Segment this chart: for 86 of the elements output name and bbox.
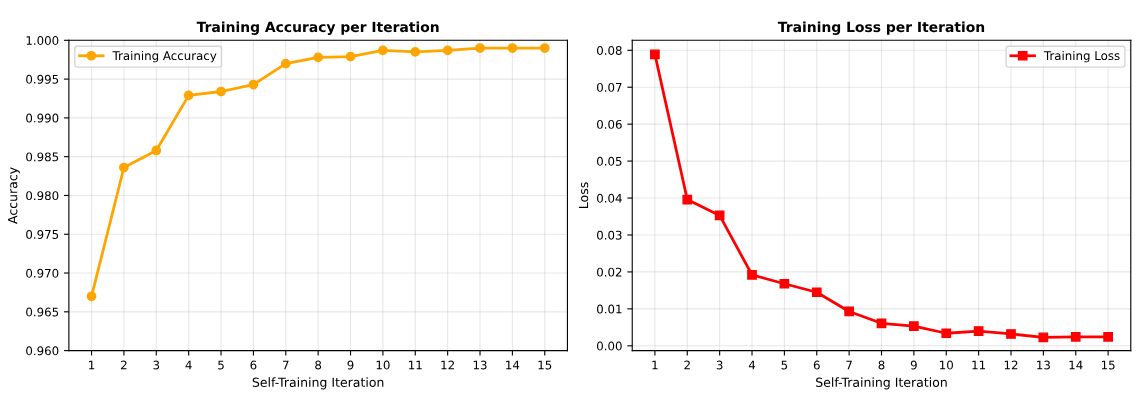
x-tick-label: 5 xyxy=(781,360,788,370)
x-tick-label: 8 xyxy=(878,360,885,370)
legend-label: Training Loss xyxy=(1043,50,1120,63)
point xyxy=(811,287,822,298)
x-tick-label: 14 xyxy=(506,360,520,370)
x-tick-label: 8 xyxy=(315,360,322,370)
point xyxy=(1103,332,1113,342)
y-tick-label: 0.970 xyxy=(26,268,59,278)
point xyxy=(747,270,757,280)
point xyxy=(151,145,162,156)
x-tick-label: 7 xyxy=(282,360,289,370)
x-tick-label: 3 xyxy=(153,360,160,370)
y-axis-title: Accuracy xyxy=(8,167,20,224)
x-tick-label: 10 xyxy=(376,360,390,370)
x-tick-label: 2 xyxy=(684,360,690,370)
y-tick-label: 0.00 xyxy=(597,341,622,351)
x-tick-label: 15 xyxy=(1101,360,1115,370)
x-tick-label: 15 xyxy=(538,360,552,370)
y-tick-label: 0.03 xyxy=(597,230,622,240)
point xyxy=(442,45,453,56)
x-tick-label: 11 xyxy=(409,360,422,370)
point xyxy=(248,79,259,90)
y-tick-label: 0.985 xyxy=(26,152,59,162)
y-tick-label: 1.000 xyxy=(26,36,59,45)
x-tick-label: 9 xyxy=(910,360,917,370)
y-tick-label: 0.06 xyxy=(597,119,622,129)
point xyxy=(183,90,194,101)
point xyxy=(779,278,790,289)
point xyxy=(280,58,291,69)
point xyxy=(216,86,226,97)
x-tick-label: 9 xyxy=(347,360,354,370)
x-tick-label: 12 xyxy=(1004,360,1018,370)
x-tick-label: 1 xyxy=(89,360,95,370)
x-axis-title: Self-Training Iteration xyxy=(252,377,384,390)
point xyxy=(475,43,485,53)
legend-label: Training Accuracy xyxy=(112,50,217,63)
point xyxy=(119,162,129,173)
x-tick-label: 7 xyxy=(846,360,852,370)
point xyxy=(86,291,97,302)
point xyxy=(650,49,660,60)
point xyxy=(1006,329,1016,339)
y-tick-label: 0.995 xyxy=(26,74,59,84)
x-tick-label: 4 xyxy=(748,360,756,370)
point xyxy=(1038,332,1049,343)
point xyxy=(1070,332,1081,342)
y-tick-label: 0.990 xyxy=(26,113,59,123)
x-tick-label: 3 xyxy=(716,360,723,370)
y-tick-label: 0.975 xyxy=(26,229,59,239)
y-tick-label: 0.05 xyxy=(597,156,622,166)
point xyxy=(378,45,388,56)
point xyxy=(714,210,725,221)
x-tick-label: 14 xyxy=(1069,360,1083,370)
point xyxy=(682,194,693,205)
y-tick-label: 0.960 xyxy=(26,346,59,356)
x-tick-label: 6 xyxy=(813,360,820,370)
y-tick-label: 0.02 xyxy=(597,267,622,277)
y-tick-label: 0.980 xyxy=(26,191,59,201)
y-tick-label: 0.04 xyxy=(597,193,622,203)
y-tick-label: 0.08 xyxy=(597,46,622,55)
point xyxy=(345,51,356,62)
point xyxy=(941,328,952,339)
x-tick-label: 13 xyxy=(473,360,487,370)
x-tick-label: 12 xyxy=(441,360,454,370)
x-tick-label: 4 xyxy=(185,360,192,370)
point xyxy=(973,326,984,336)
point xyxy=(909,321,919,332)
x-tick-label: 6 xyxy=(250,360,257,370)
chart-title: Training Loss per Iteration xyxy=(777,21,985,35)
point xyxy=(876,318,887,329)
x-tick-label: 13 xyxy=(1037,360,1050,370)
x-tick-label: 5 xyxy=(218,360,224,370)
x-tick-label: 11 xyxy=(972,360,986,370)
point xyxy=(410,47,421,57)
chart-title: Training Accuracy per Iteration xyxy=(196,21,439,35)
x-tick-label: 10 xyxy=(940,360,953,370)
point xyxy=(507,43,518,53)
x-tick-label: 2 xyxy=(121,360,127,370)
point xyxy=(844,306,854,317)
y-tick-label: 0.965 xyxy=(26,307,59,317)
point xyxy=(539,43,550,53)
y-tick-label: 0.07 xyxy=(597,82,622,92)
y-axis-title: Loss xyxy=(578,182,589,208)
y-tick-label: 0.01 xyxy=(597,304,622,314)
x-tick-label: 1 xyxy=(652,360,658,370)
x-axis-title: Self-Training Iteration xyxy=(816,377,947,390)
point xyxy=(313,52,324,63)
